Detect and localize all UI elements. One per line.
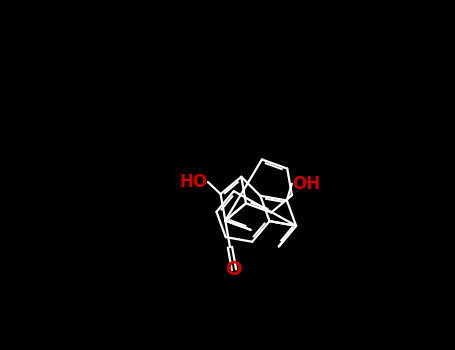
Text: HO: HO bbox=[180, 173, 208, 191]
Text: O: O bbox=[226, 260, 242, 279]
Text: OH: OH bbox=[292, 175, 320, 193]
